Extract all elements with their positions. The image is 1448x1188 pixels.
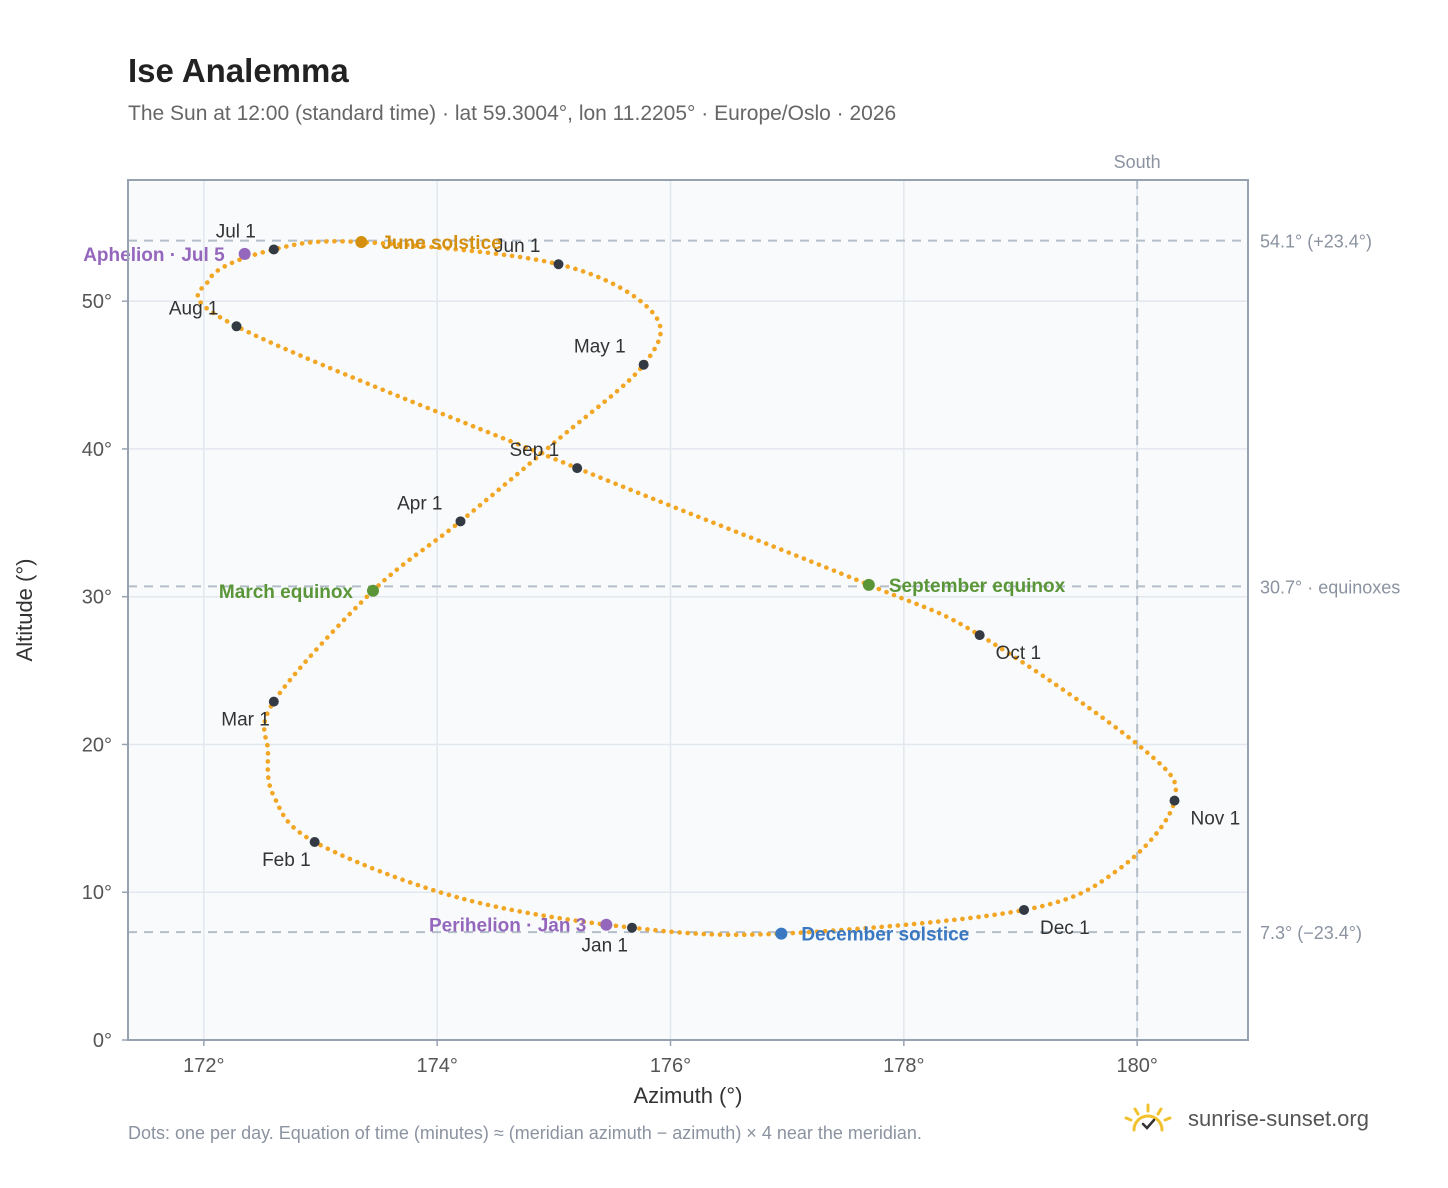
month-marker-label: Sep 1 bbox=[510, 440, 560, 461]
event-marker-dot bbox=[355, 236, 368, 249]
y-tick-label: 50° bbox=[82, 291, 112, 313]
y-tick-label: 10° bbox=[82, 882, 112, 904]
analemma-daily-dots bbox=[195, 238, 1179, 938]
month-marker-dot bbox=[1019, 904, 1029, 915]
event-marker-dot bbox=[775, 927, 788, 940]
x-tick-label: 172° bbox=[183, 1055, 224, 1077]
reference-label: 54.1° (+23.4°) bbox=[1260, 232, 1372, 252]
event-marker-dot bbox=[600, 918, 613, 931]
event-marker-dot bbox=[367, 584, 379, 597]
month-marker-dot bbox=[638, 359, 649, 370]
y-tick-label: 40° bbox=[82, 439, 112, 461]
plot-area bbox=[128, 180, 1248, 1040]
month-marker-dot bbox=[974, 630, 985, 641]
month-marker-dot bbox=[309, 836, 320, 847]
month-marker-label: Mar 1 bbox=[221, 710, 270, 731]
y-tick-label: 20° bbox=[82, 734, 112, 756]
brand-name: sunrise-sunset.org bbox=[1188, 1106, 1369, 1131]
axes: 172° 174° 176° 178° 180° 0° 10° 20° 30° 40° 50° Azi… bbox=[12, 291, 1158, 1108]
month-marker-label: Jun 1 bbox=[494, 236, 540, 257]
sun-logo-icon bbox=[1124, 1103, 1172, 1132]
month-marker-label: Nov 1 bbox=[1191, 809, 1241, 830]
event-label: March equinox bbox=[219, 582, 354, 603]
event-label: Perihelion · Jan 3 bbox=[429, 916, 586, 937]
y-axis-label: Altitude (°) bbox=[12, 559, 37, 662]
month-marker-label: Aug 1 bbox=[169, 298, 219, 319]
meridian-label: South bbox=[1114, 152, 1161, 172]
month-marker-dot bbox=[231, 321, 242, 332]
y-tick-label: 30° bbox=[82, 587, 112, 609]
month-marker-label: Dec 1 bbox=[1040, 918, 1090, 939]
chart-subtitle: The Sun at 12:00 (standard time) · lat 5… bbox=[128, 102, 897, 125]
x-tick-label: 176° bbox=[650, 1055, 691, 1077]
x-tick-label: 178° bbox=[883, 1055, 924, 1077]
month-marker-label: Oct 1 bbox=[996, 643, 1041, 664]
month-marker-label: Jan 1 bbox=[582, 936, 628, 957]
plot-frame bbox=[127, 179, 1249, 1041]
month-marker-dot bbox=[268, 244, 279, 255]
month-marker-label: Jul 1 bbox=[216, 221, 256, 242]
x-axis-label: Azimuth (°) bbox=[633, 1083, 742, 1108]
brand[interactable]: sunrise-sunset.org bbox=[1120, 1102, 1369, 1136]
event-markers: June solstice December solstice March equi… bbox=[83, 233, 1065, 946]
event-label: June solstice bbox=[381, 233, 501, 254]
reference-label: 30.7° · equinoxes bbox=[1260, 577, 1400, 597]
event-label: December solstice bbox=[801, 925, 969, 946]
chart-title: Ise Analemma bbox=[128, 52, 349, 89]
event-label: September equinox bbox=[889, 576, 1066, 597]
month-marker-label: Apr 1 bbox=[397, 493, 442, 514]
month-marker-label: May 1 bbox=[574, 337, 626, 358]
month-marker-dot bbox=[627, 922, 637, 933]
month-marker-dot bbox=[455, 516, 466, 527]
analemma-curve bbox=[195, 238, 1179, 938]
y-tick-label: 0° bbox=[93, 1030, 112, 1052]
month-marker-dot bbox=[572, 463, 583, 474]
month-marker-dot bbox=[553, 259, 564, 270]
x-tick-label: 174° bbox=[416, 1055, 457, 1077]
month-markers: Jan 1 Feb 1 Mar 1 Apr 1 May 1 Jun 1 Jul 1 Aug 1… bbox=[169, 221, 1240, 956]
month-marker-dot bbox=[1169, 795, 1180, 806]
month-marker-dot bbox=[268, 696, 279, 707]
event-marker-dot bbox=[238, 247, 251, 260]
reference-label: 7.3° (−23.4°) bbox=[1260, 923, 1362, 943]
event-label: Aphelion · Jul 5 bbox=[83, 245, 225, 266]
x-tick-label: 180° bbox=[1116, 1055, 1157, 1077]
event-marker-dot bbox=[862, 578, 875, 591]
month-marker-label: Feb 1 bbox=[262, 850, 311, 871]
footer-note: Dots: one per day. Equation of time (min… bbox=[128, 1123, 922, 1143]
